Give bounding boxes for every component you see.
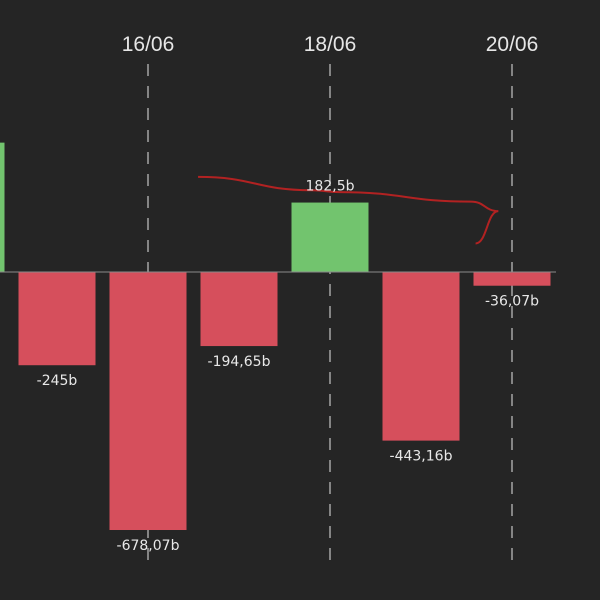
x-tick-label: 16/06 xyxy=(122,33,175,56)
data-label: -443,16b xyxy=(390,449,453,465)
data-label: -678,07b xyxy=(117,538,180,554)
bar-16-06 xyxy=(109,272,187,531)
x-tick-label: 20/06 xyxy=(486,33,539,56)
data-label: -245b xyxy=(37,373,78,389)
x-axis-ticks: 16/06 18/06 20/06 xyxy=(122,33,539,56)
trend-line xyxy=(198,175,499,245)
bar-20-06 xyxy=(473,272,551,286)
bar-19-06 xyxy=(382,272,460,441)
bar-17-06 xyxy=(200,272,278,347)
x-tick-label: 18/06 xyxy=(304,33,357,56)
bars xyxy=(0,142,551,531)
bar-18-06 xyxy=(291,202,369,272)
data-label: 182,5b xyxy=(306,179,355,195)
data-labels: -245b -678,07b -194,65b 182,5b -443,16b -36,0… xyxy=(37,179,539,554)
data-label: -194,65b xyxy=(208,354,271,370)
bar-14-06 xyxy=(0,142,5,272)
bar-15-06 xyxy=(18,272,96,366)
data-label: -36,07b xyxy=(485,294,539,310)
